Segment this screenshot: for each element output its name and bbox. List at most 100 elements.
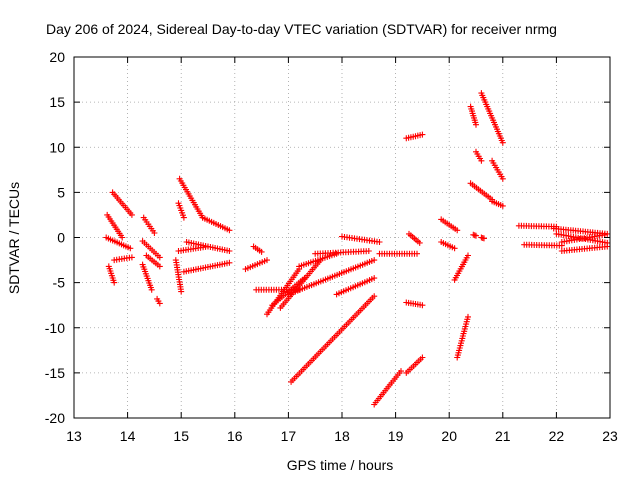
series-s46 <box>489 198 506 209</box>
series-s15 <box>183 239 233 254</box>
series-s02 <box>109 189 135 218</box>
series-s10 <box>154 295 163 307</box>
x-tick-label: 23 <box>602 428 618 444</box>
plus-marker <box>467 103 479 128</box>
series-s27 <box>312 248 372 257</box>
plus-marker <box>473 148 485 164</box>
plus-marker <box>438 239 458 252</box>
plus-marker <box>180 259 233 275</box>
series-s16 <box>180 259 233 275</box>
x-tick-label: 22 <box>549 428 565 444</box>
series-s08 <box>139 261 155 293</box>
series-s04 <box>105 263 118 286</box>
plus-marker <box>172 257 185 295</box>
y-tick-label: 15 <box>49 94 65 110</box>
series-s11 <box>176 175 206 221</box>
plus-marker <box>139 261 155 293</box>
series-s32 <box>403 354 426 376</box>
plus-marker <box>339 233 383 245</box>
series-s52 <box>558 231 608 245</box>
x-tick-label: 18 <box>334 428 350 444</box>
plus-marker <box>250 243 265 255</box>
plus-marker <box>183 239 233 254</box>
plus-marker <box>111 254 135 264</box>
plus-marker <box>333 275 378 298</box>
plus-marker <box>558 243 611 254</box>
series-s09 <box>143 252 163 270</box>
plus-marker <box>403 354 426 376</box>
plus-marker <box>199 214 233 234</box>
x-axis-label: GPS time / hours <box>287 457 394 473</box>
series-s37 <box>438 239 458 252</box>
series-s53 <box>558 243 611 254</box>
plus-marker <box>143 252 163 270</box>
plus-marker <box>288 293 378 385</box>
plus-marker <box>406 230 423 246</box>
plus-marker <box>154 295 163 307</box>
plus-marker <box>109 189 135 218</box>
series-s01 <box>104 211 126 241</box>
series-s29 <box>333 275 378 298</box>
chart-title: Day 206 of 2024, Sidereal Day-to-day VTE… <box>46 21 557 37</box>
series-s07 <box>139 238 163 261</box>
series-s05 <box>111 254 135 264</box>
y-tick-label: -20 <box>45 410 65 426</box>
series-s34 <box>403 299 426 309</box>
series-s44 <box>489 157 506 182</box>
series-s35 <box>406 230 423 246</box>
plus-marker <box>103 234 134 252</box>
y-tick-label: -5 <box>53 275 66 291</box>
plus-marker <box>478 234 487 242</box>
plus-marker <box>470 231 479 239</box>
plus-marker <box>451 252 471 283</box>
plus-marker <box>371 368 404 408</box>
x-tick-label: 20 <box>441 428 457 444</box>
plus-marker <box>376 250 420 257</box>
series-s24 <box>285 257 378 298</box>
series-s41 <box>467 103 479 128</box>
plus-marker <box>489 157 506 182</box>
plus-marker <box>139 238 163 261</box>
series-s26 <box>296 250 340 270</box>
series-s33 <box>403 131 426 142</box>
series-s06 <box>140 214 158 236</box>
series-s19 <box>250 243 265 255</box>
plus-marker <box>478 90 506 146</box>
series-s45 <box>467 180 496 203</box>
plus-marker <box>553 230 611 246</box>
series-s49 <box>521 241 565 249</box>
series-s38 <box>451 252 471 283</box>
y-tick-label: 20 <box>49 49 65 65</box>
plus-marker <box>285 257 378 298</box>
series-s51 <box>553 230 611 246</box>
plus-marker <box>176 175 206 221</box>
x-tick-label: 16 <box>227 428 243 444</box>
plus-marker <box>454 313 471 361</box>
plus-marker <box>296 250 340 270</box>
y-tick-label: -10 <box>45 320 65 336</box>
series-s25 <box>288 293 378 385</box>
plus-marker <box>140 214 158 236</box>
plus-marker <box>403 299 426 309</box>
plus-marker <box>558 231 608 245</box>
series-s39 <box>454 313 471 361</box>
plus-marker <box>438 216 461 234</box>
series-s42 <box>473 148 485 164</box>
x-tick-label: 17 <box>281 428 297 444</box>
plus-marker <box>521 241 565 249</box>
y-tick-label: -15 <box>45 365 65 381</box>
y-tick-label: 10 <box>49 139 65 155</box>
data-points <box>103 90 611 408</box>
plus-marker <box>104 211 126 241</box>
series-s30 <box>376 250 420 257</box>
x-tick-label: 19 <box>388 428 404 444</box>
y-axis-label: SDTVAR / TECUs <box>6 182 22 294</box>
plus-marker <box>312 248 372 257</box>
x-tick-label: 13 <box>66 428 82 444</box>
series-s18 <box>242 257 270 273</box>
axis-ticks: 13 14 15 16 17 18 19 20 21 22 23 20 15 10 5 0 -5 -10 -15 -2… <box>45 49 618 444</box>
series-s13 <box>175 200 187 221</box>
series-s47 <box>478 234 487 242</box>
x-tick-label: 14 <box>120 428 136 444</box>
